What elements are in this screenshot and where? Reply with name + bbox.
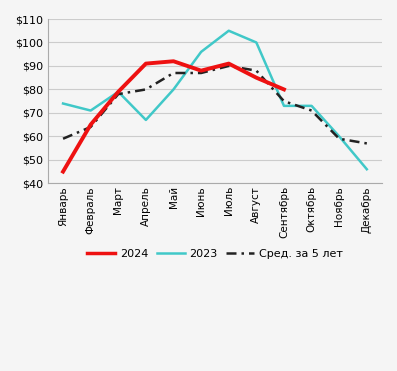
Legend: 2024, 2023, Сред. за 5 лет: 2024, 2023, Сред. за 5 лет (83, 244, 347, 263)
